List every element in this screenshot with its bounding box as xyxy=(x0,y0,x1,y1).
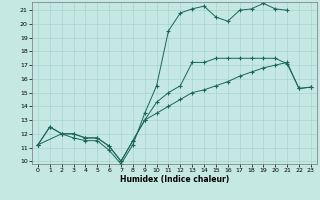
X-axis label: Humidex (Indice chaleur): Humidex (Indice chaleur) xyxy=(120,175,229,184)
